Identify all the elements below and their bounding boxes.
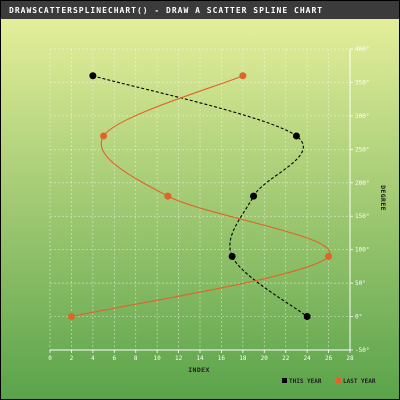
data-point-last-year (100, 132, 108, 140)
data-point-last-year (239, 72, 247, 80)
y-tick-label: 100° (355, 247, 369, 254)
x-tick-label: 8 (134, 355, 138, 362)
x-tick-label: 14 (196, 355, 204, 362)
y-tick-label: 250° (355, 146, 369, 153)
y-tick-label: 350° (355, 79, 369, 86)
legend-swatch-last-year (336, 378, 341, 383)
x-tick-label: 16 (218, 355, 226, 362)
x-tick-label: 20 (261, 355, 269, 362)
x-tick-label: 28 (346, 355, 354, 362)
series-layer (71, 75, 331, 318)
points-layer (67, 72, 333, 321)
data-point-this-year (89, 72, 97, 80)
x-axis-title: INDEX (188, 366, 210, 374)
data-point-this-year (250, 192, 258, 200)
legend-swatch-this-year (282, 378, 287, 383)
series-line-this-year (92, 75, 308, 317)
x-tick-label: 0 (48, 355, 52, 362)
title-bar (1, 1, 399, 19)
x-tick-label: 22 (282, 355, 290, 362)
y-tick-label: 200° (355, 180, 369, 187)
x-tick-label: 10 (154, 355, 162, 362)
x-tick-label: 18 (239, 355, 247, 362)
window-title: DRAWSCATTERSPLINECHART() - DRAW A SCATTE… (9, 6, 323, 15)
x-tick-label: 26 (325, 355, 333, 362)
x-tick-label: 24 (304, 355, 312, 362)
data-point-this-year (303, 313, 311, 321)
y-tick-label: 150° (355, 213, 369, 220)
legend: THIS YEAR LAST YEAR (282, 378, 376, 385)
y-tick-label: -50° (355, 347, 369, 354)
data-point-last-year (164, 192, 172, 200)
data-point-last-year (325, 252, 333, 260)
x-tick-label: 12 (175, 355, 183, 362)
x-tick-label: 4 (91, 355, 95, 362)
y-tick-label: 0° (355, 314, 362, 321)
legend-label-this-year: THIS YEAR (289, 378, 322, 385)
data-point-this-year (292, 132, 300, 140)
data-point-this-year (228, 252, 236, 260)
x-tick-label: 6 (112, 355, 116, 362)
y-tick-label: 50° (355, 280, 366, 287)
data-point-last-year (67, 313, 75, 321)
y-tick-label: 400° (355, 46, 369, 53)
grid (49, 48, 351, 351)
y-tick-label: 300° (355, 113, 369, 120)
y-axis-title: DEGREE (379, 185, 387, 211)
x-tick-label: 2 (70, 355, 74, 362)
legend-label-last-year: LAST YEAR (343, 378, 376, 385)
series-line-last-year (71, 75, 331, 318)
axes: 0 2 4 6 8 10 12 14 16 18 20 22 24 26 28-50°0°50°100°15… (48, 46, 369, 362)
